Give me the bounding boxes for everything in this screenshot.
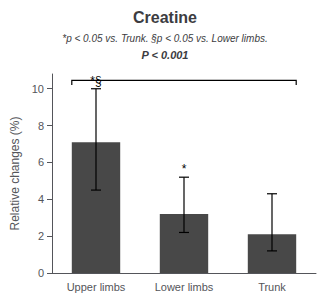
svg-text:2: 2: [38, 230, 44, 242]
svg-text:Upper limbs: Upper limbs: [67, 281, 126, 293]
svg-text:Relative changes (%): Relative changes (%): [8, 116, 22, 230]
svg-text:*p < 0.05 vs. Trunk. §p < 0.05: *p < 0.05 vs. Trunk. §p < 0.05 vs. Lower…: [62, 33, 267, 44]
svg-text:8: 8: [38, 120, 44, 132]
svg-text:6: 6: [38, 156, 44, 168]
svg-text:*: *: [182, 162, 187, 176]
svg-text:Trunk: Trunk: [258, 281, 286, 293]
svg-text:10: 10: [32, 83, 44, 95]
svg-text:Lower limbs: Lower limbs: [155, 281, 214, 293]
svg-text:Creatine: Creatine: [133, 9, 197, 26]
svg-text:4: 4: [38, 193, 44, 205]
svg-text:P < 0.001: P < 0.001: [142, 49, 189, 61]
svg-text:0: 0: [38, 267, 44, 279]
